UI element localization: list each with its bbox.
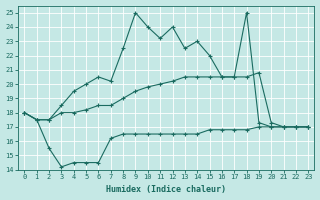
X-axis label: Humidex (Indice chaleur): Humidex (Indice chaleur): [106, 185, 226, 194]
